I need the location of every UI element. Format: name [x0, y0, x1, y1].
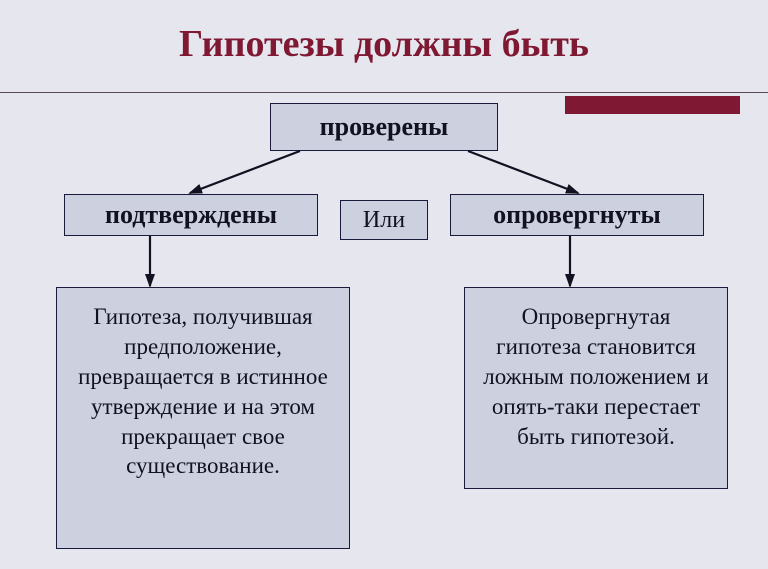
slide-title: Гипотезы должны быть	[0, 22, 768, 66]
description-confirmed: Гипотеза, получившая предположение, прев…	[56, 287, 350, 549]
slide: Гипотезы должны быть проверены подтвержд…	[0, 0, 768, 569]
description-refuted: Опровергнутая гипотеза становится ложным…	[464, 287, 728, 489]
node-root: проверены	[270, 103, 498, 151]
node-or-label: Или	[363, 205, 405, 235]
divider-accent	[565, 96, 740, 114]
node-confirmed-label: подтверждены	[105, 199, 277, 232]
arrow	[468, 151, 578, 193]
node-root-label: проверены	[320, 111, 449, 144]
node-refuted: опровергнуты	[450, 194, 704, 236]
node-or: Или	[340, 200, 428, 240]
divider-thin	[0, 92, 768, 93]
node-confirmed: подтверждены	[64, 194, 318, 236]
arrow	[190, 151, 300, 193]
node-refuted-label: опровергнуты	[493, 199, 661, 232]
